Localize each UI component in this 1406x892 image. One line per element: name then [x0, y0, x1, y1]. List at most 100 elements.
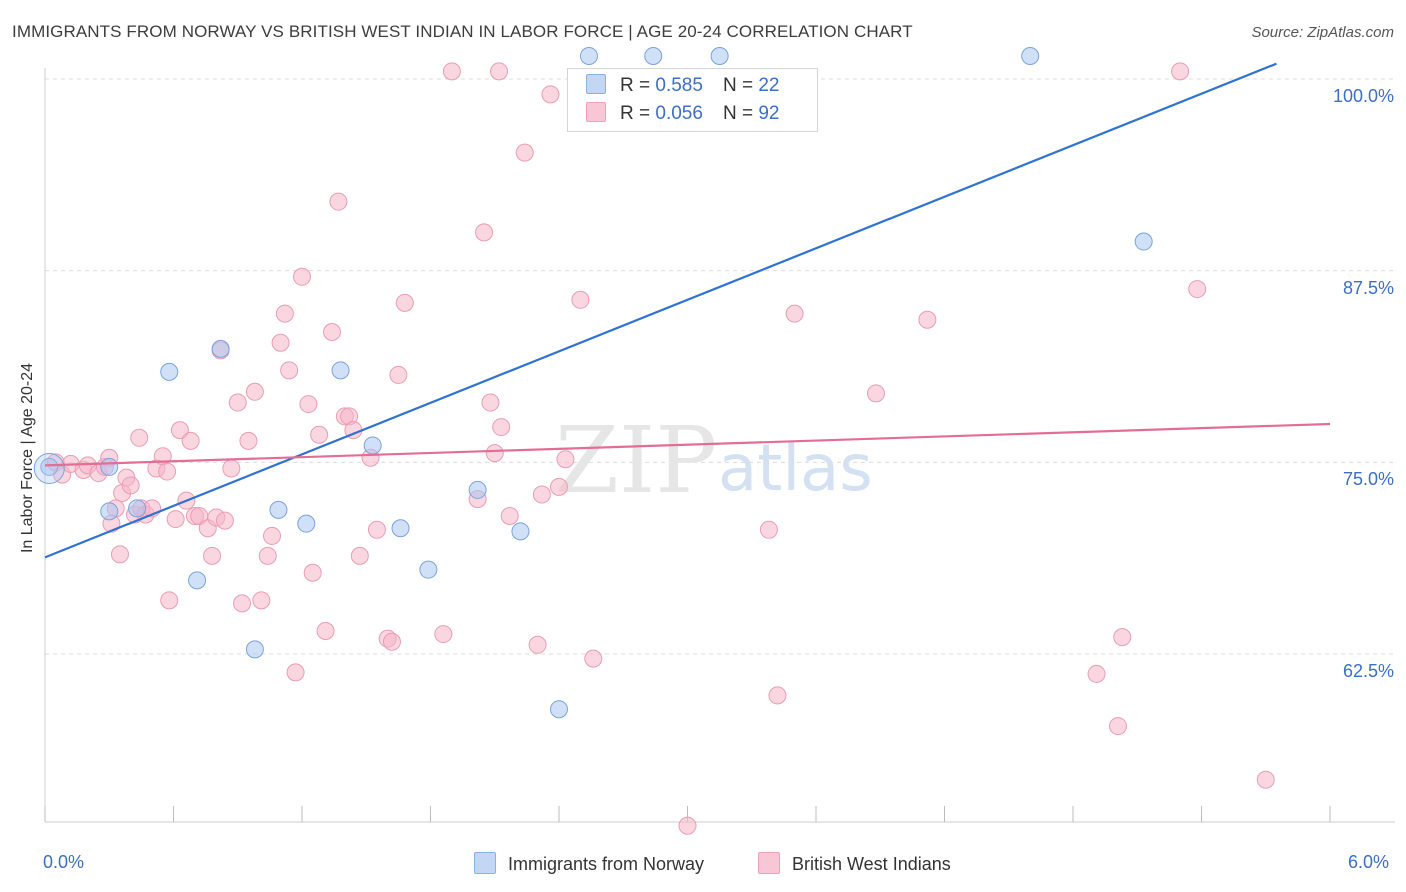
bwi-point — [258, 546, 277, 565]
axes — [44, 68, 1395, 823]
legend-row-bwi: R = 0.056 N = 92 — [586, 102, 779, 126]
bwi-point — [263, 526, 282, 545]
n-label: N = — [722, 75, 754, 96]
bwi-point — [286, 663, 305, 682]
norway-point — [363, 436, 382, 455]
legend-label: British West Indians — [792, 854, 951, 874]
bwi-point — [215, 511, 234, 530]
legend-item-norway[interactable]: Immigrants from Norway — [474, 852, 704, 875]
bwi-point — [866, 384, 885, 403]
bwi-point — [181, 431, 200, 450]
bwi-point — [170, 421, 189, 440]
bwi-point — [678, 816, 697, 835]
r-label: R = — [620, 75, 651, 96]
bwi-point — [442, 62, 461, 81]
bwi-point — [222, 459, 241, 478]
y-tick-label: 75.0% — [1342, 469, 1394, 489]
watermark-zip: ZIP — [555, 407, 717, 514]
series-immigrants-from-norway — [33, 47, 1153, 719]
n-label: N = — [722, 103, 754, 124]
y-axis-label: In Labor Force | Age 20-24 — [19, 362, 36, 554]
norway-point — [1021, 47, 1040, 65]
bwi-point — [130, 428, 149, 447]
bwi-point — [299, 395, 318, 414]
norway-point — [331, 361, 350, 380]
bwi-point — [271, 333, 290, 352]
bwi-point — [121, 476, 140, 495]
source-label: Source: ZipAtlas.com — [1251, 24, 1394, 41]
bwi-point — [322, 323, 341, 341]
bwi-point — [550, 477, 568, 496]
bwi-point — [1087, 664, 1106, 683]
bwi-point — [158, 462, 177, 481]
norway-point — [100, 457, 119, 476]
bwi-point — [571, 290, 590, 309]
bwi-point — [245, 382, 264, 401]
bwi-point — [490, 62, 509, 81]
norway-point — [297, 514, 316, 533]
norway-swatch-icon — [474, 852, 496, 874]
y-tick-label: 62.5% — [1342, 661, 1394, 681]
bwi-point — [316, 622, 335, 640]
norway-point — [245, 640, 264, 659]
legend-label: Immigrants from Norway — [508, 854, 705, 874]
bwi-point — [785, 304, 804, 323]
bwi-point — [233, 594, 252, 613]
bwi-point — [382, 632, 401, 651]
bwi-point — [492, 418, 511, 437]
bwi-point — [1188, 280, 1207, 299]
bwi-point — [475, 223, 494, 242]
bwi-point — [293, 267, 311, 286]
norway-point — [468, 480, 487, 499]
norway-point — [33, 452, 65, 484]
n-value: 22 — [758, 75, 780, 96]
bwi-point — [310, 425, 329, 444]
bwi-point — [389, 365, 408, 384]
norway-point — [644, 47, 663, 65]
norway-trend-line — [44, 62, 1277, 559]
watermark-atlas: atlas — [718, 432, 873, 506]
norway-point — [128, 499, 147, 518]
bwi-point — [434, 625, 453, 644]
bwi-point — [532, 485, 551, 504]
bwi-point — [252, 591, 271, 610]
norway-point — [40, 457, 59, 476]
bwi-point — [395, 293, 414, 312]
bwi-point — [350, 546, 369, 565]
bwi-point — [367, 520, 386, 539]
bwi-point — [541, 85, 560, 104]
norway-point — [710, 47, 729, 65]
bwi-point — [515, 143, 534, 162]
norway-point — [160, 362, 179, 381]
legend-row-norway: R = 0.585 N = 22 — [586, 74, 779, 98]
y-tick-label: 100.0% — [1332, 86, 1394, 106]
norway-point — [100, 502, 119, 521]
bwi-point — [303, 563, 322, 582]
n-value: 92 — [758, 103, 780, 124]
norway-point — [211, 339, 230, 358]
bwi-point — [1113, 628, 1132, 647]
gridlines — [45, 78, 1395, 655]
bwi-point — [556, 450, 575, 469]
bwi-point — [275, 304, 294, 323]
x-tick-label-max: 6.0% — [1348, 852, 1390, 872]
bwi-point — [280, 361, 299, 380]
norway-point — [269, 500, 288, 519]
bwi-point — [918, 310, 937, 329]
bwi-point — [203, 546, 222, 565]
trend-lines — [44, 62, 1331, 559]
bwi-point — [500, 507, 519, 525]
norway-point — [391, 519, 410, 538]
legend-item-bwi[interactable]: British West Indians — [758, 852, 951, 875]
bwi-point — [228, 393, 247, 412]
r-value: 0.585 — [655, 75, 703, 96]
bwi-point — [528, 635, 547, 654]
bwi-point — [1108, 717, 1127, 736]
bwi-trend-line — [44, 422, 1331, 467]
chart-title: IMMIGRANTS FROM NORWAY VS BRITISH WEST I… — [12, 22, 913, 41]
bwi-point — [329, 192, 348, 211]
bwi-point — [584, 649, 603, 668]
bwi-point — [166, 510, 185, 529]
norway-point — [1134, 232, 1153, 251]
